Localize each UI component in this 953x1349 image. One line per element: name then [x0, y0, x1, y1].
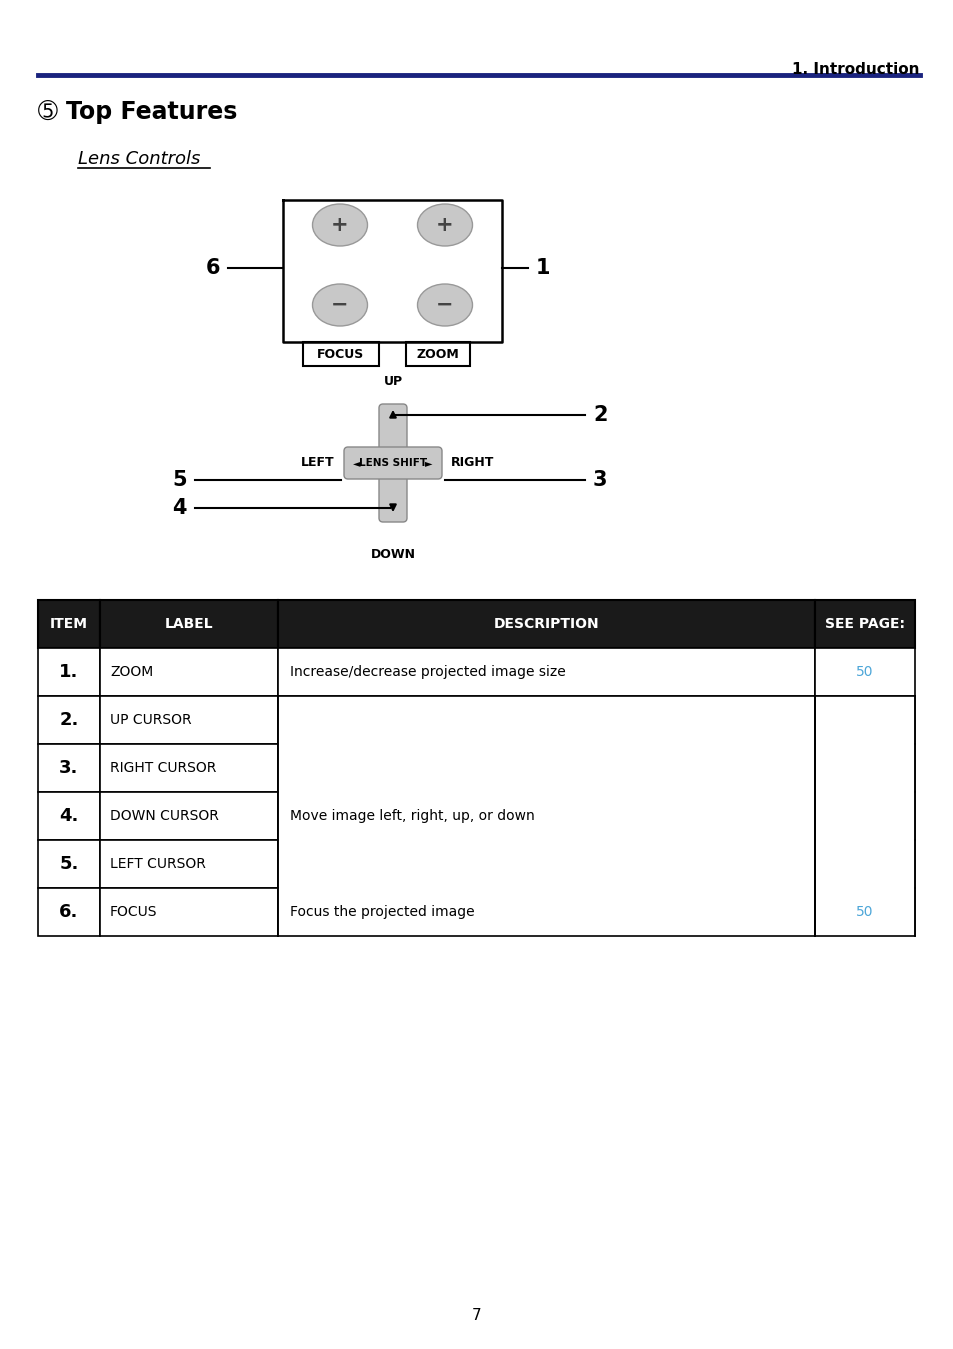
Text: DOWN CURSOR: DOWN CURSOR — [110, 809, 218, 823]
Text: 4: 4 — [172, 498, 187, 518]
Text: 4.: 4. — [59, 807, 78, 826]
Text: 5.: 5. — [59, 855, 78, 873]
Text: 2: 2 — [593, 405, 607, 425]
Text: ITEM: ITEM — [50, 616, 88, 631]
FancyBboxPatch shape — [406, 343, 470, 366]
Text: 1.: 1. — [59, 662, 78, 681]
FancyBboxPatch shape — [303, 343, 378, 366]
Bar — [277, 840, 814, 888]
Text: 5: 5 — [172, 469, 187, 490]
Text: ZOOM: ZOOM — [110, 665, 153, 679]
Text: Increase/decrease projected image size: Increase/decrease projected image size — [290, 665, 565, 679]
Bar — [38, 745, 100, 792]
Bar — [100, 696, 277, 745]
FancyBboxPatch shape — [378, 403, 407, 522]
Ellipse shape — [417, 204, 472, 246]
Bar — [100, 840, 277, 888]
Text: 3: 3 — [593, 469, 607, 490]
Text: 1. Introduction: 1. Introduction — [792, 62, 919, 77]
Bar — [100, 600, 277, 648]
FancyBboxPatch shape — [344, 447, 441, 479]
Bar — [277, 888, 814, 936]
Bar — [38, 840, 100, 888]
Text: +: + — [436, 214, 454, 235]
Bar — [277, 745, 814, 792]
Text: DOWN: DOWN — [370, 548, 416, 561]
Text: RIGHT CURSOR: RIGHT CURSOR — [110, 761, 216, 774]
Text: ►: ► — [425, 459, 433, 468]
Bar — [814, 648, 914, 696]
Bar — [277, 792, 814, 840]
Bar — [100, 745, 277, 792]
Text: UP: UP — [383, 375, 402, 389]
Text: 7: 7 — [472, 1307, 481, 1322]
Text: 6: 6 — [205, 258, 220, 278]
Bar — [814, 888, 914, 936]
Text: UP CURSOR: UP CURSOR — [110, 714, 192, 727]
Text: −: − — [331, 295, 349, 316]
Text: +: + — [331, 214, 349, 235]
Text: 2.: 2. — [59, 711, 78, 728]
Text: 3.: 3. — [59, 759, 78, 777]
Bar — [277, 696, 814, 745]
Text: ➄ Top Features: ➄ Top Features — [38, 100, 237, 124]
Text: Lens Controls: Lens Controls — [78, 150, 200, 169]
Text: 50: 50 — [856, 905, 873, 919]
Bar — [277, 648, 814, 696]
Bar — [38, 888, 100, 936]
Text: 6.: 6. — [59, 902, 78, 921]
Ellipse shape — [313, 204, 367, 246]
Text: −: − — [436, 295, 454, 316]
Bar — [38, 648, 100, 696]
Bar — [38, 792, 100, 840]
Bar — [100, 888, 277, 936]
Bar — [814, 792, 914, 840]
Text: LENS SHIFT: LENS SHIFT — [358, 459, 427, 468]
Text: RIGHT: RIGHT — [451, 456, 494, 469]
Text: LEFT CURSOR: LEFT CURSOR — [110, 857, 206, 871]
Bar — [814, 745, 914, 792]
Bar — [100, 792, 277, 840]
Text: FOCUS: FOCUS — [317, 348, 364, 360]
Bar — [38, 696, 100, 745]
Text: ZOOM: ZOOM — [416, 348, 459, 360]
Text: Move image left, right, up, or down: Move image left, right, up, or down — [290, 809, 535, 823]
Text: 1: 1 — [536, 258, 550, 278]
Text: 50: 50 — [856, 665, 873, 679]
Bar — [814, 600, 914, 648]
Text: FOCUS: FOCUS — [110, 905, 157, 919]
Text: LEFT: LEFT — [301, 456, 335, 469]
Text: DESCRIPTION: DESCRIPTION — [493, 616, 598, 631]
Ellipse shape — [313, 285, 367, 326]
Text: Focus the projected image: Focus the projected image — [290, 905, 475, 919]
Bar — [814, 696, 914, 745]
Text: SEE PAGE:: SEE PAGE: — [824, 616, 904, 631]
Bar — [277, 600, 814, 648]
Ellipse shape — [417, 285, 472, 326]
Text: LABEL: LABEL — [165, 616, 213, 631]
Text: ◄: ◄ — [353, 459, 360, 468]
Bar — [38, 600, 100, 648]
Bar — [100, 648, 277, 696]
Bar — [814, 840, 914, 888]
